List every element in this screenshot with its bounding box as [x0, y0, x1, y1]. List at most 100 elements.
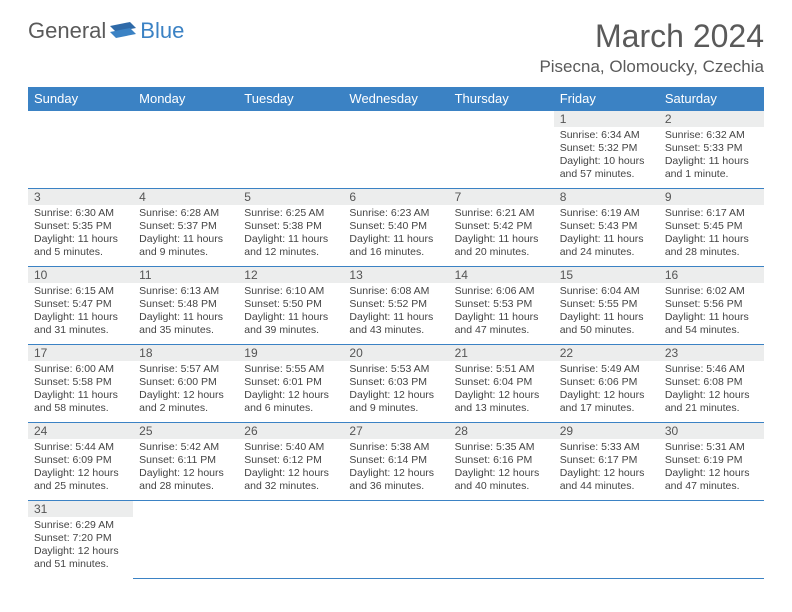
daylight-text: Daylight: 11 hours and 28 minutes. [665, 233, 758, 259]
sunrise-text: Sunrise: 5:53 AM [349, 363, 442, 376]
day-number: 1 [554, 111, 659, 127]
day-data: Sunrise: 5:44 AMSunset: 6:09 PMDaylight:… [28, 439, 133, 498]
day-data: Sunrise: 5:31 AMSunset: 6:19 PMDaylight:… [659, 439, 764, 498]
daylight-text: Daylight: 11 hours and 31 minutes. [34, 311, 127, 337]
sunset-text: Sunset: 5:56 PM [665, 298, 758, 311]
daylight-text: Daylight: 12 hours and 13 minutes. [455, 389, 548, 415]
sunrise-text: Sunrise: 6:00 AM [34, 363, 127, 376]
day-header-row: Sunday Monday Tuesday Wednesday Thursday… [28, 87, 764, 111]
day-data: Sunrise: 5:51 AMSunset: 6:04 PMDaylight:… [449, 361, 554, 420]
sunset-text: Sunset: 5:43 PM [560, 220, 653, 233]
day-number: 20 [343, 345, 448, 361]
sunset-text: Sunset: 5:53 PM [455, 298, 548, 311]
month-title: March 2024 [539, 18, 764, 55]
calendar-cell [238, 111, 343, 189]
calendar-cell: 20Sunrise: 5:53 AMSunset: 6:03 PMDayligh… [343, 345, 448, 423]
calendar-cell: 29Sunrise: 5:33 AMSunset: 6:17 PMDayligh… [554, 423, 659, 501]
sunrise-text: Sunrise: 6:13 AM [139, 285, 232, 298]
daylight-text: Daylight: 11 hours and 43 minutes. [349, 311, 442, 337]
sunset-text: Sunset: 5:45 PM [665, 220, 758, 233]
sunset-text: Sunset: 6:19 PM [665, 454, 758, 467]
sunrise-text: Sunrise: 5:57 AM [139, 363, 232, 376]
calendar-cell: 3Sunrise: 6:30 AMSunset: 5:35 PMDaylight… [28, 189, 133, 267]
calendar-cell: 11Sunrise: 6:13 AMSunset: 5:48 PMDayligh… [133, 267, 238, 345]
daylight-text: Daylight: 11 hours and 58 minutes. [34, 389, 127, 415]
day-data: Sunrise: 6:34 AMSunset: 5:32 PMDaylight:… [554, 127, 659, 186]
day-number: 11 [133, 267, 238, 283]
sunset-text: Sunset: 6:06 PM [560, 376, 653, 389]
daylight-text: Daylight: 11 hours and 12 minutes. [244, 233, 337, 259]
calendar-cell: 31Sunrise: 6:29 AMSunset: 7:20 PMDayligh… [28, 501, 133, 579]
sunset-text: Sunset: 6:01 PM [244, 376, 337, 389]
daylight-text: Daylight: 11 hours and 5 minutes. [34, 233, 127, 259]
sunset-text: Sunset: 5:50 PM [244, 298, 337, 311]
calendar-cell: 18Sunrise: 5:57 AMSunset: 6:00 PMDayligh… [133, 345, 238, 423]
sunset-text: Sunset: 5:47 PM [34, 298, 127, 311]
day-number: 14 [449, 267, 554, 283]
day-number: 24 [28, 423, 133, 439]
sunrise-text: Sunrise: 6:02 AM [665, 285, 758, 298]
sunset-text: Sunset: 5:32 PM [560, 142, 653, 155]
sunset-text: Sunset: 6:03 PM [349, 376, 442, 389]
day-data: Sunrise: 6:13 AMSunset: 5:48 PMDaylight:… [133, 283, 238, 342]
day-number: 23 [659, 345, 764, 361]
calendar-row: 10Sunrise: 6:15 AMSunset: 5:47 PMDayligh… [28, 267, 764, 345]
calendar-cell: 25Sunrise: 5:42 AMSunset: 6:11 PMDayligh… [133, 423, 238, 501]
daylight-text: Daylight: 11 hours and 39 minutes. [244, 311, 337, 337]
day-number: 3 [28, 189, 133, 205]
sunrise-text: Sunrise: 6:29 AM [34, 519, 127, 532]
day-number: 4 [133, 189, 238, 205]
calendar-row: 24Sunrise: 5:44 AMSunset: 6:09 PMDayligh… [28, 423, 764, 501]
calendar-cell [449, 501, 554, 579]
sunset-text: Sunset: 5:55 PM [560, 298, 653, 311]
sunset-text: Sunset: 5:58 PM [34, 376, 127, 389]
daylight-text: Daylight: 12 hours and 28 minutes. [139, 467, 232, 493]
day-data: Sunrise: 6:08 AMSunset: 5:52 PMDaylight:… [343, 283, 448, 342]
calendar-cell: 15Sunrise: 6:04 AMSunset: 5:55 PMDayligh… [554, 267, 659, 345]
day-number: 13 [343, 267, 448, 283]
day-header: Monday [133, 87, 238, 111]
sunrise-text: Sunrise: 6:06 AM [455, 285, 548, 298]
calendar-cell [133, 501, 238, 579]
calendar-cell: 30Sunrise: 5:31 AMSunset: 6:19 PMDayligh… [659, 423, 764, 501]
sunrise-text: Sunrise: 6:19 AM [560, 207, 653, 220]
day-header: Saturday [659, 87, 764, 111]
sunrise-text: Sunrise: 6:08 AM [349, 285, 442, 298]
sunset-text: Sunset: 6:12 PM [244, 454, 337, 467]
day-number: 7 [449, 189, 554, 205]
daylight-text: Daylight: 12 hours and 40 minutes. [455, 467, 548, 493]
daylight-text: Daylight: 11 hours and 9 minutes. [139, 233, 232, 259]
day-data: Sunrise: 6:21 AMSunset: 5:42 PMDaylight:… [449, 205, 554, 264]
day-header: Friday [554, 87, 659, 111]
sunset-text: Sunset: 6:00 PM [139, 376, 232, 389]
sunrise-text: Sunrise: 5:44 AM [34, 441, 127, 454]
daylight-text: Daylight: 12 hours and 51 minutes. [34, 545, 127, 571]
sunrise-text: Sunrise: 5:55 AM [244, 363, 337, 376]
sunrise-text: Sunrise: 5:42 AM [139, 441, 232, 454]
calendar-cell: 6Sunrise: 6:23 AMSunset: 5:40 PMDaylight… [343, 189, 448, 267]
day-data: Sunrise: 6:23 AMSunset: 5:40 PMDaylight:… [343, 205, 448, 264]
day-number: 21 [449, 345, 554, 361]
day-data: Sunrise: 6:10 AMSunset: 5:50 PMDaylight:… [238, 283, 343, 342]
calendar-cell: 4Sunrise: 6:28 AMSunset: 5:37 PMDaylight… [133, 189, 238, 267]
daylight-text: Daylight: 11 hours and 35 minutes. [139, 311, 232, 337]
calendar-body: 1Sunrise: 6:34 AMSunset: 5:32 PMDaylight… [28, 111, 764, 579]
day-data: Sunrise: 6:32 AMSunset: 5:33 PMDaylight:… [659, 127, 764, 186]
location: Pisecna, Olomoucky, Czechia [539, 57, 764, 77]
calendar-cell: 9Sunrise: 6:17 AMSunset: 5:45 PMDaylight… [659, 189, 764, 267]
sunset-text: Sunset: 7:20 PM [34, 532, 127, 545]
calendar-cell [449, 111, 554, 189]
calendar-cell: 24Sunrise: 5:44 AMSunset: 6:09 PMDayligh… [28, 423, 133, 501]
sunrise-text: Sunrise: 5:49 AM [560, 363, 653, 376]
daylight-text: Daylight: 11 hours and 47 minutes. [455, 311, 548, 337]
sunrise-text: Sunrise: 6:21 AM [455, 207, 548, 220]
day-data: Sunrise: 6:19 AMSunset: 5:43 PMDaylight:… [554, 205, 659, 264]
day-number: 25 [133, 423, 238, 439]
day-header: Tuesday [238, 87, 343, 111]
day-data: Sunrise: 6:28 AMSunset: 5:37 PMDaylight:… [133, 205, 238, 264]
day-number: 12 [238, 267, 343, 283]
sunrise-text: Sunrise: 6:34 AM [560, 129, 653, 142]
sunrise-text: Sunrise: 6:30 AM [34, 207, 127, 220]
calendar-cell: 27Sunrise: 5:38 AMSunset: 6:14 PMDayligh… [343, 423, 448, 501]
daylight-text: Daylight: 11 hours and 20 minutes. [455, 233, 548, 259]
